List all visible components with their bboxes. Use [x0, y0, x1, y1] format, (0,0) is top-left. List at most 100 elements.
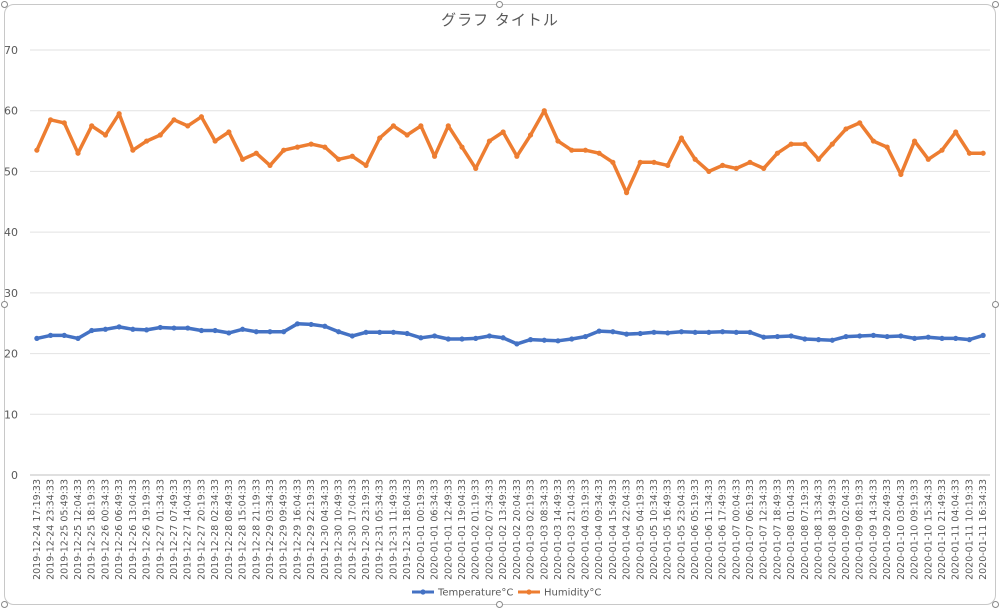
x-tick-label: 2019-12-30 23:19:33 [361, 479, 372, 580]
data-point [157, 324, 163, 331]
y-tick-label: 60 [4, 105, 18, 118]
data-point [610, 159, 616, 165]
data-point [623, 190, 630, 196]
data-point [34, 335, 40, 341]
data-point [349, 333, 355, 339]
resize-handle-bottom-middle[interactable] [496, 601, 503, 608]
legend: Temperature°C Humidity°C [412, 588, 601, 599]
data-point [335, 329, 342, 335]
data-point [34, 147, 40, 153]
data-point [610, 329, 616, 335]
resize-handle-middle-right[interactable] [992, 301, 999, 308]
x-tick-label: 2020-01-07 06:19:33 [745, 479, 756, 580]
data-point [678, 329, 685, 335]
x-tick-label: 2019-12-30 04:34:33 [320, 479, 331, 580]
data-point [281, 147, 287, 153]
x-tick-label: 2019-12-29 09:49:33 [279, 479, 290, 580]
data-point [445, 336, 451, 342]
data-point [555, 338, 561, 344]
resize-handle-top-right[interactable] [992, 1, 999, 8]
data-point [815, 156, 822, 162]
data-point [61, 120, 67, 126]
legend-label: Humidity°C [544, 588, 601, 599]
data-point [253, 150, 259, 156]
x-tick-label: 2019-12-27 07:49:33 [169, 479, 180, 580]
x-tick-label: 2020-01-09 20:49:33 [882, 479, 893, 580]
data-point [898, 171, 904, 178]
data-point [706, 168, 712, 175]
legend-swatch-marker [526, 589, 532, 595]
data-point [719, 162, 726, 168]
y-tick-label: 50 [4, 165, 18, 178]
data-point [171, 325, 177, 331]
data-point [733, 329, 739, 335]
data-point [637, 330, 643, 337]
data-point [226, 129, 232, 135]
data-point [980, 332, 986, 338]
y-tick-label: 20 [4, 348, 18, 361]
data-point [322, 323, 328, 329]
resize-handle-middle-left[interactable] [1, 301, 8, 308]
x-tick-label: 2020-01-09 02:04:33 [841, 479, 852, 580]
data-point [267, 329, 273, 335]
resize-handle-top-middle[interactable] [496, 1, 503, 8]
x-tick-label: 2019-12-28 21:19:33 [251, 479, 262, 580]
x-tick-label: 2019-12-31 18:04:33 [402, 479, 413, 580]
x-tick-label: 2020-01-04 22:04:33 [622, 479, 633, 580]
resize-handle-bottom-right[interactable] [992, 601, 999, 608]
data-point [925, 156, 931, 162]
data-point [431, 333, 438, 339]
data-point [527, 132, 534, 138]
x-tick-label: 2020-01-03 02:19:33 [526, 479, 537, 580]
data-point [473, 165, 479, 171]
legend-swatch-marker [420, 589, 426, 595]
data-point [171, 117, 177, 123]
x-tick-label: 2020-01-06 11:34:33 [704, 479, 715, 580]
data-point [75, 335, 81, 341]
x-tick-label: 2020-01-01 00:19:33 [416, 479, 427, 580]
data-point [116, 324, 122, 330]
data-point [431, 153, 438, 159]
x-tick-label: 2019-12-24 23:34:33 [46, 479, 57, 580]
data-point [239, 156, 246, 162]
data-point [911, 138, 918, 144]
data-point [596, 150, 602, 156]
x-tick-label: 2020-01-02 01:19:33 [471, 479, 482, 580]
x-tick-label: 2020-01-01 12:49:33 [443, 479, 454, 580]
data-point [116, 111, 122, 117]
data-point [377, 135, 383, 141]
series-line [35, 108, 985, 195]
x-tick-label: 2019-12-28 15:04:33 [238, 479, 249, 580]
x-tick-label: 2020-01-03 14:49:33 [553, 479, 564, 580]
x-tick-label: 2020-01-07 18:49:33 [772, 479, 783, 580]
data-point [939, 147, 945, 153]
data-point [212, 138, 218, 144]
data-point [514, 341, 520, 347]
data-point [623, 331, 630, 337]
data-point [89, 327, 95, 334]
x-tick-label: 2020-01-01 19:04:33 [457, 479, 468, 580]
data-point [418, 335, 424, 341]
data-point [418, 123, 424, 129]
data-point [555, 138, 561, 144]
data-point [637, 159, 643, 165]
data-point [541, 108, 547, 114]
x-tick-label: 2020-01-05 10:34:33 [649, 479, 660, 580]
x-tick-label: 2019-12-29 03:34:33 [265, 479, 276, 580]
data-point [843, 126, 849, 132]
gridlines [30, 49, 990, 476]
x-tick-label: 2019-12-26 19:19:33 [142, 479, 153, 580]
x-tick-label: 2020-01-10 15:34:33 [923, 479, 934, 580]
x-tick-label: 2020-01-07 00:04:33 [731, 479, 742, 580]
resize-handle-bottom-left[interactable] [1, 601, 8, 608]
x-tick-label: 2019-12-29 22:19:33 [306, 479, 317, 580]
data-point [692, 156, 698, 162]
data-point [363, 162, 369, 168]
data-point [198, 327, 205, 334]
data-point [322, 144, 328, 150]
x-tick-label: 2019-12-25 12:04:33 [73, 479, 84, 580]
resize-handle-top-left[interactable] [1, 1, 8, 8]
x-tick-label: 2020-01-11 16:34:33 [978, 479, 989, 580]
data-point [514, 153, 520, 159]
x-tick-label: 2020-01-02 13:49:33 [498, 479, 509, 580]
